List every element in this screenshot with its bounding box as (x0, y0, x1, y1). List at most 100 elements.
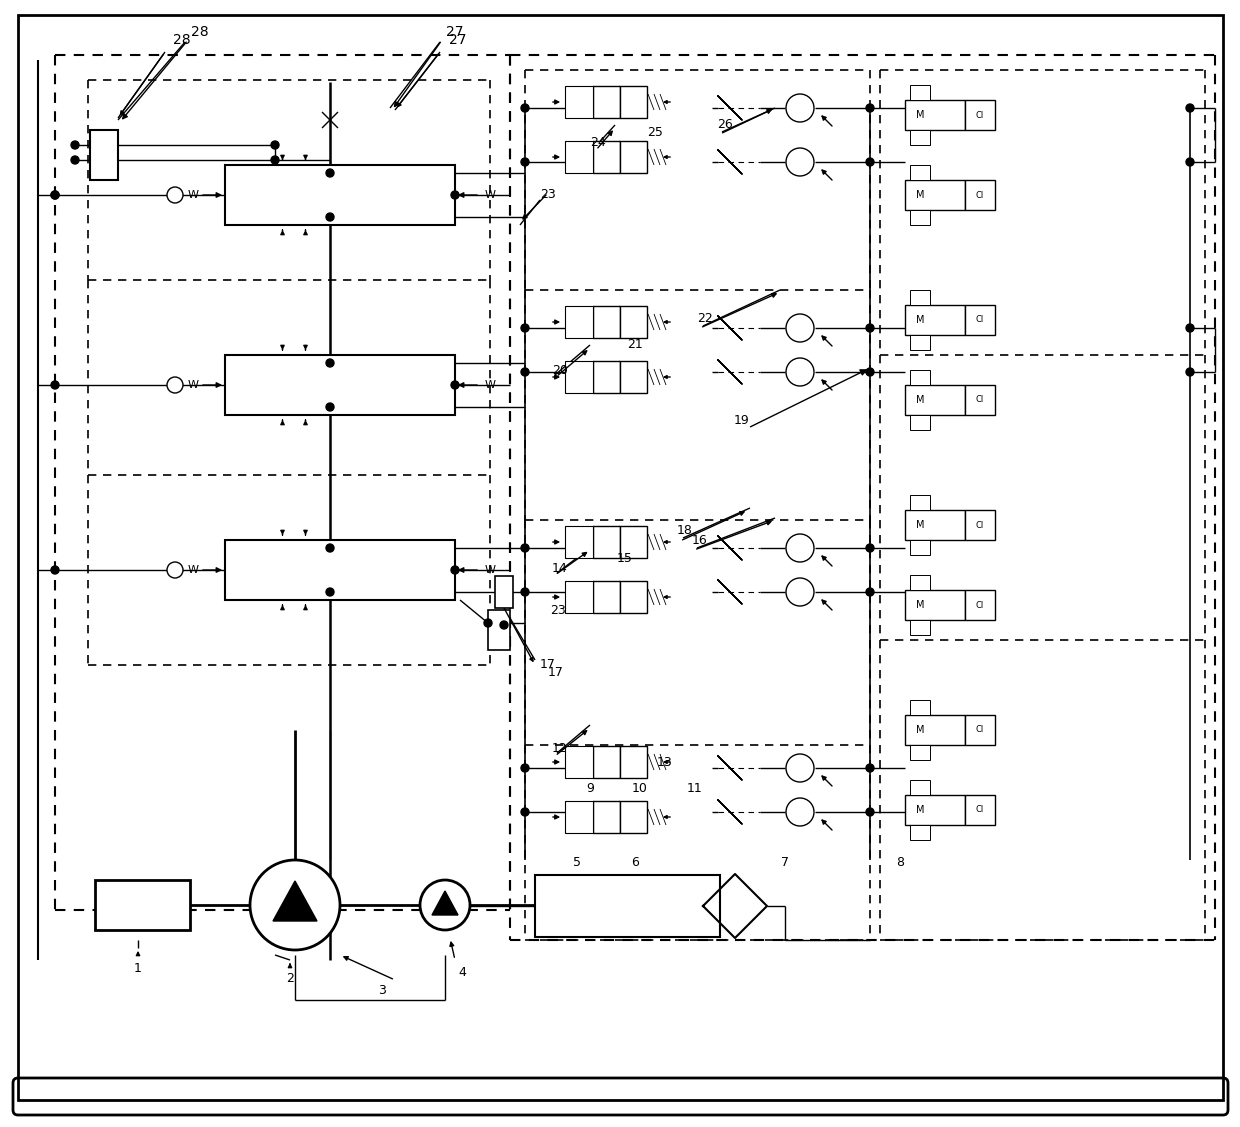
Circle shape (866, 808, 874, 816)
Circle shape (51, 190, 60, 199)
Bar (910, 370, 930, 385)
Text: 4: 4 (458, 966, 466, 978)
Circle shape (71, 156, 79, 165)
Circle shape (1185, 104, 1194, 112)
Bar (910, 85, 930, 100)
Text: Cl: Cl (976, 110, 985, 119)
Bar (620, 582, 647, 613)
Bar (565, 86, 593, 118)
Circle shape (521, 588, 529, 596)
Bar (95, 880, 190, 930)
Bar (565, 746, 593, 778)
Bar (565, 801, 593, 833)
Circle shape (521, 369, 529, 376)
Circle shape (786, 798, 813, 826)
Circle shape (500, 621, 508, 629)
Text: 26: 26 (717, 118, 733, 132)
Text: M: M (916, 190, 924, 199)
Bar (565, 307, 593, 338)
Bar (905, 511, 965, 540)
Text: 8: 8 (897, 855, 904, 869)
Bar (965, 795, 994, 825)
Circle shape (521, 158, 529, 166)
Circle shape (866, 764, 874, 772)
Bar (565, 141, 593, 174)
Circle shape (451, 566, 459, 574)
Bar (495, 576, 513, 607)
Circle shape (786, 314, 813, 341)
Circle shape (786, 148, 813, 176)
Circle shape (420, 880, 470, 930)
Circle shape (786, 754, 813, 782)
Text: Cl: Cl (976, 190, 985, 199)
Text: W: W (485, 380, 496, 390)
Bar (224, 165, 455, 225)
Bar (910, 575, 930, 591)
Circle shape (167, 562, 184, 578)
Text: 16: 16 (692, 533, 708, 547)
Bar (910, 210, 930, 225)
Text: 6: 6 (631, 855, 639, 869)
Text: 9: 9 (587, 781, 594, 795)
Bar (910, 335, 930, 350)
Bar (905, 180, 965, 210)
Circle shape (451, 381, 459, 389)
Circle shape (167, 187, 184, 203)
Text: 20: 20 (552, 364, 568, 376)
Bar (593, 141, 620, 174)
Bar (593, 361, 620, 393)
Text: 14: 14 (552, 561, 568, 575)
Bar (965, 305, 994, 335)
Bar (905, 100, 965, 130)
Bar (593, 746, 620, 778)
Circle shape (521, 544, 529, 552)
Circle shape (866, 544, 874, 552)
Text: W: W (187, 190, 198, 199)
Text: W: W (187, 565, 198, 575)
Text: 27: 27 (449, 33, 466, 47)
Text: 12: 12 (552, 742, 568, 754)
Text: 23: 23 (541, 188, 556, 202)
Bar (965, 591, 994, 620)
Bar (593, 582, 620, 613)
Text: 25: 25 (647, 125, 663, 139)
Circle shape (326, 544, 334, 552)
Bar (593, 526, 620, 558)
Text: 27: 27 (446, 25, 464, 39)
Circle shape (786, 578, 813, 606)
Bar (905, 385, 965, 415)
Circle shape (786, 534, 813, 562)
Bar (910, 745, 930, 760)
Circle shape (1185, 158, 1194, 166)
Bar (620, 746, 647, 778)
Text: 15: 15 (618, 551, 632, 565)
Text: Cl: Cl (976, 806, 985, 815)
Bar (910, 620, 930, 635)
Circle shape (521, 323, 529, 332)
Text: 28: 28 (191, 25, 208, 39)
Bar (910, 415, 930, 431)
Text: 22: 22 (697, 311, 713, 325)
Text: 5: 5 (573, 855, 582, 869)
Circle shape (51, 566, 60, 574)
Circle shape (51, 381, 60, 389)
Circle shape (484, 619, 492, 627)
Bar (620, 141, 647, 174)
Bar (224, 540, 455, 600)
Bar (620, 526, 647, 558)
Circle shape (521, 808, 529, 816)
Bar (965, 100, 994, 130)
Bar (910, 780, 930, 795)
Circle shape (866, 369, 874, 376)
Text: Cl: Cl (976, 601, 985, 610)
Bar (593, 86, 620, 118)
Circle shape (866, 323, 874, 332)
Circle shape (866, 588, 874, 596)
Text: 23: 23 (551, 603, 565, 616)
Bar (905, 305, 965, 335)
Bar (489, 610, 510, 650)
Bar (593, 307, 620, 338)
Text: M: M (916, 725, 924, 735)
Circle shape (1185, 369, 1194, 376)
Text: 11: 11 (687, 781, 703, 795)
